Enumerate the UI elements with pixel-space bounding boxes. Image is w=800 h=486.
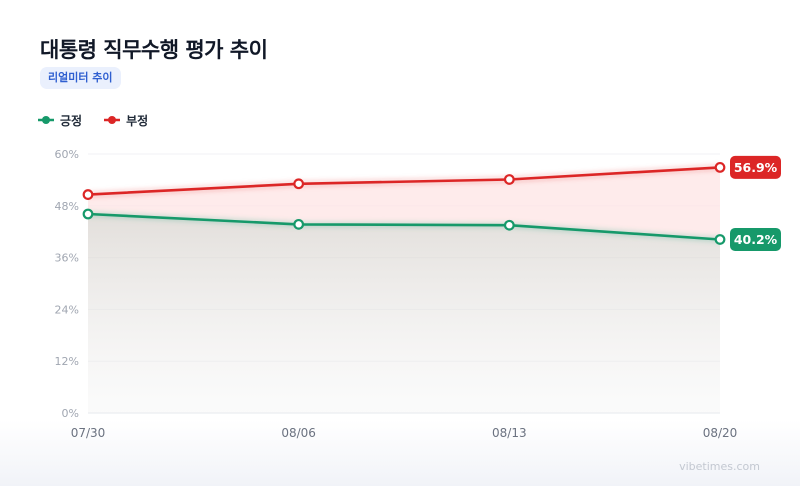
label-layer: 40.2% 56.9% [730,155,781,251]
area-layer [88,167,720,413]
legend-label-positive: 긍정 [60,113,83,128]
area-positive-fill [88,214,720,413]
y-tick-label: 48% [55,200,79,213]
data-point-negative[interactable] [293,178,305,190]
legend-item-negative[interactable]: 부정 [104,112,148,129]
source-badge: 리얼미터 추이 [40,67,121,89]
y-tick-label: 60% [55,148,79,161]
data-point-positive[interactable] [503,219,515,231]
point-layer [82,161,726,245]
data-point-positive[interactable] [714,234,726,245]
legend-label-negative: 부정 [126,113,149,128]
series-line-negative [86,166,722,196]
legend-swatch-negative [104,116,121,124]
line-layer [86,164,722,243]
data-point-negative[interactable] [714,161,726,173]
legend-item-positive[interactable]: 긍정 [38,112,82,129]
data-point-positive[interactable] [293,218,305,230]
y-tick-label: 36% [55,252,79,265]
data-point-positive[interactable] [82,208,94,220]
y-tick-label: 0% [62,407,79,420]
page-title: 대통령 직무수행 평가 추이 [40,38,268,62]
end-label-badge-positive [730,227,781,251]
x-tick-label: 08/20 [703,426,738,440]
x-tick-label: 08/06 [281,426,316,440]
end-label-badge-negative [730,155,781,179]
series-line-positive [86,212,722,241]
data-point-negative[interactable] [82,189,94,200]
y-tick-label: 24% [55,303,79,316]
footer-source: vibetimes.com [679,460,760,473]
legend-swatch-positive [38,116,54,124]
end-label-negative: 56.9% [734,160,778,175]
x-tick-label: 07/30 [71,426,106,440]
data-point-negative[interactable] [503,174,515,185]
chart-legend: 긍정 부정 [38,111,148,129]
x-tick-label: 08/13 [492,426,527,440]
end-label-positive: 40.2% [734,232,778,247]
y-tick-label: 12% [55,355,79,368]
